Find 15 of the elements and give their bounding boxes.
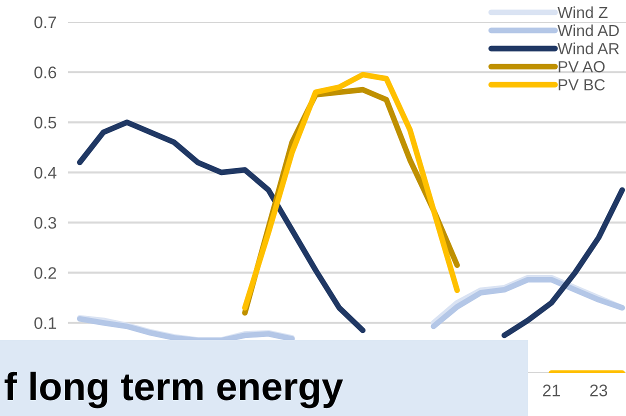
y-tick-label: 0.7 [34,16,56,28]
x-tick-label: 23 [590,384,608,396]
y-tick-label: 0.2 [34,267,56,279]
legend-label: Wind AD [558,24,619,36]
x-tick-label: 21 [543,384,560,396]
y-tick-label: 0.5 [34,116,56,128]
y-tick-label: 0.4 [34,166,56,179]
legend-label: PV AO [558,61,605,72]
annotation: f long term energy [4,372,344,408]
legend-label: Wind Z [558,6,608,18]
y-tick-label: 0.1 [34,317,56,330]
legend-label: PV BC [558,79,605,90]
y-tick-label: 0.3 [34,216,56,229]
y-tick-label: 0.6 [34,66,56,78]
legend-label: Wind AR [558,42,619,54]
